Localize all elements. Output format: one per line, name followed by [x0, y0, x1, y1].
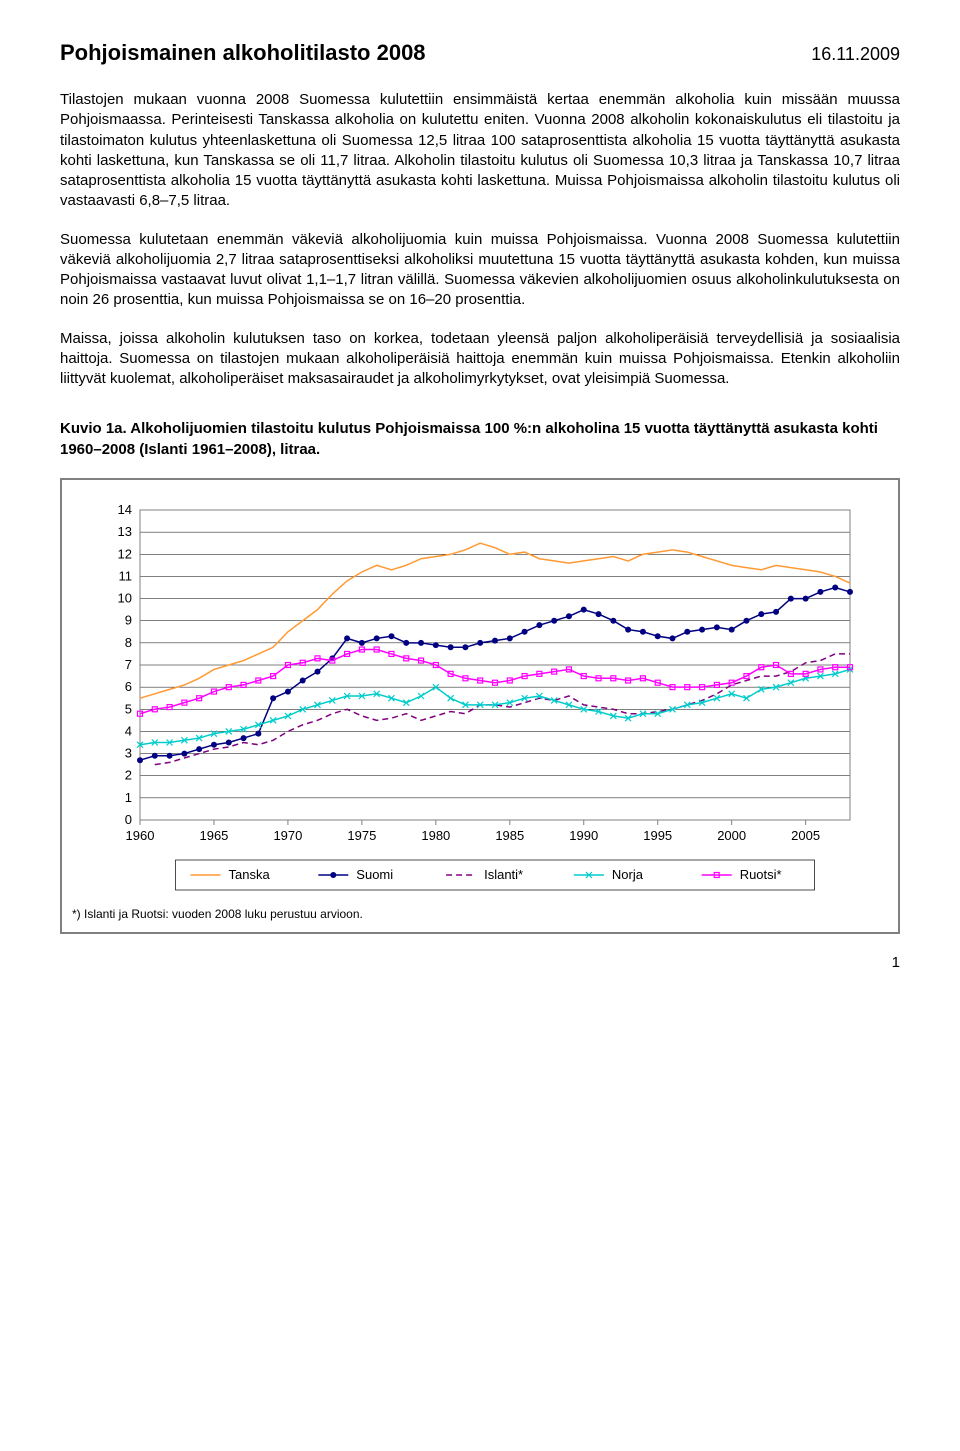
chart-footnote: *) Islanti ja Ruotsi: vuoden 2008 luku p… [72, 906, 888, 922]
svg-text:2005: 2005 [791, 828, 820, 843]
svg-text:11: 11 [119, 568, 133, 583]
svg-text:10: 10 [118, 590, 132, 605]
page-date: 16.11.2009 [811, 44, 900, 65]
paragraph-3: Maissa, joissa alkoholin kulutuksen taso… [60, 329, 900, 390]
line-chart: 0123456789101112131419601965197019751980… [90, 500, 870, 900]
svg-text:5: 5 [125, 701, 132, 716]
svg-text:14: 14 [118, 502, 132, 517]
svg-text:2: 2 [125, 767, 132, 782]
svg-text:Tanska: Tanska [229, 867, 271, 882]
svg-text:1: 1 [125, 790, 132, 805]
svg-text:13: 13 [118, 524, 132, 539]
svg-text:2000: 2000 [717, 828, 746, 843]
paragraph-2: Suomessa kulutetaan enemmän väkeviä alko… [60, 230, 900, 311]
svg-text:1985: 1985 [495, 828, 524, 843]
svg-text:1995: 1995 [643, 828, 672, 843]
svg-text:1975: 1975 [347, 828, 376, 843]
chart-container: 0123456789101112131419601965197019751980… [60, 478, 900, 934]
svg-text:6: 6 [125, 679, 132, 694]
figure-caption: Kuvio 1a. Alkoholijuomien tilastoitu kul… [60, 419, 900, 460]
svg-text:Ruotsi*: Ruotsi* [740, 867, 782, 882]
svg-text:7: 7 [125, 657, 132, 672]
svg-text:0: 0 [125, 812, 132, 827]
page-number: 1 [60, 954, 900, 971]
svg-text:1990: 1990 [569, 828, 598, 843]
svg-text:8: 8 [125, 635, 132, 650]
svg-text:1965: 1965 [199, 828, 228, 843]
page-title: Pohjoismainen alkoholitilasto 2008 [60, 40, 426, 66]
svg-text:1970: 1970 [273, 828, 302, 843]
svg-text:1960: 1960 [126, 828, 155, 843]
header-row: Pohjoismainen alkoholitilasto 2008 16.11… [60, 40, 900, 66]
svg-text:Suomi: Suomi [356, 867, 393, 882]
svg-text:1980: 1980 [421, 828, 450, 843]
svg-text:4: 4 [125, 723, 132, 738]
svg-text:Norja: Norja [612, 867, 644, 882]
paragraph-1: Tilastojen mukaan vuonna 2008 Suomessa k… [60, 90, 900, 212]
svg-text:9: 9 [125, 612, 132, 627]
svg-text:12: 12 [118, 546, 132, 561]
svg-text:3: 3 [125, 745, 132, 760]
svg-text:Islanti*: Islanti* [484, 867, 523, 882]
